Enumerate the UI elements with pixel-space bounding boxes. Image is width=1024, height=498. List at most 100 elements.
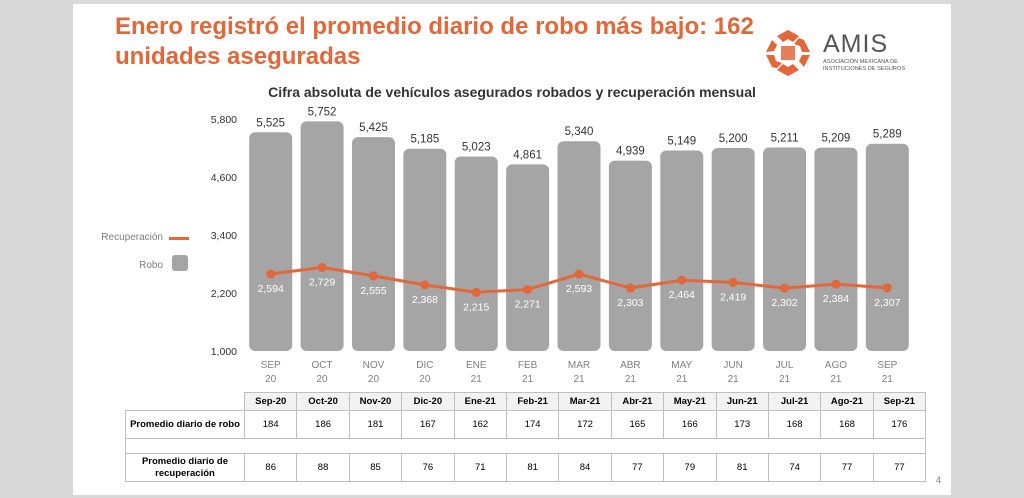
table-cell: 167 xyxy=(401,410,455,439)
x-tick-label: SEP xyxy=(261,360,281,371)
bar-robo xyxy=(300,121,344,351)
legend-label-recuperacion: Recuperación xyxy=(101,232,163,243)
line-data-label: 2,368 xyxy=(412,294,438,306)
bar-data-label: 5,752 xyxy=(308,106,337,118)
x-tick-label: DIC xyxy=(416,360,433,371)
line-data-label: 2,464 xyxy=(669,289,695,301)
table-header-cell: Abr-21 xyxy=(610,392,665,411)
table-cell: 186 xyxy=(296,410,350,439)
page-number: 4 xyxy=(935,475,941,485)
table-header-cell: Jul-21 xyxy=(767,392,822,411)
table-cell: 81 xyxy=(715,453,769,482)
line-data-label: 2,419 xyxy=(720,291,746,303)
x-tick-label: JUL xyxy=(776,360,794,371)
bar-robo xyxy=(814,147,858,351)
x-tick-label: ABR xyxy=(620,360,641,371)
logo-wordmark: AMIS xyxy=(823,30,889,58)
table-spacer-row xyxy=(124,438,927,454)
bar-data-label: 5,211 xyxy=(771,132,799,144)
table-cell: 88 xyxy=(296,453,350,482)
x-tick-label: ENE xyxy=(466,360,487,371)
table-cell: 168 xyxy=(820,410,874,439)
line-point-recuperacion xyxy=(317,262,327,272)
table-cell: 165 xyxy=(610,410,665,439)
table-cell: 184 xyxy=(243,410,298,439)
chart-title: Cifra absoluta de vehículos asegurados r… xyxy=(268,84,756,100)
table-cell: 172 xyxy=(558,410,612,439)
x-tick-label-year: 21 xyxy=(779,374,791,385)
bar-robo xyxy=(608,160,652,351)
line-data-label: 2,593 xyxy=(566,283,592,295)
legend-swatch-robo xyxy=(172,255,188,271)
x-tick-label: JUN xyxy=(723,360,742,371)
table-cell: 166 xyxy=(663,410,717,439)
x-tick-label-year: 21 xyxy=(573,374,585,385)
line-point-recuperacion xyxy=(831,279,841,289)
y-tick-label: 2,200 xyxy=(211,288,237,300)
bar-data-label: 4,861 xyxy=(513,149,542,161)
slide-title: Enero registró el promedio diario de rob… xyxy=(115,13,754,70)
table-header-cell: Mar-21 xyxy=(558,392,612,411)
x-tick-label-year: 21 xyxy=(728,374,740,385)
table-cell: 77 xyxy=(820,453,874,482)
table-cell: 176 xyxy=(872,410,927,439)
table-header-cell: Oct-20 xyxy=(296,392,350,411)
table-header-cell: May-21 xyxy=(663,392,717,411)
table-header-row: Sep-20 Oct-20 Nov-20 Dic-20 Ene-21 Feb-21 Mar-… xyxy=(126,392,927,411)
x-tick-label-year: 21 xyxy=(882,374,894,385)
x-tick-label: MAY xyxy=(671,360,692,371)
bar-data-label: 5,200 xyxy=(719,133,748,145)
bar-data-label: 5,425 xyxy=(359,122,388,134)
x-tick-label: NOV xyxy=(363,360,385,371)
bar-data-label: 5,185 xyxy=(410,134,439,146)
bar-robo xyxy=(711,148,755,351)
table-row-label: Promedio diario de recuperación xyxy=(125,453,245,482)
x-tick-label: SEP xyxy=(877,360,897,371)
slide: Enero registró el promedio diario de rob… xyxy=(73,4,951,495)
bar-data-label: 5,525 xyxy=(256,117,285,129)
line-data-label: 2,307 xyxy=(874,297,900,309)
bar-robo xyxy=(249,132,293,351)
amis-logo: AMIS ASOCIACIÓN MEXICANA DE INSTITUCIONE… xyxy=(763,28,923,82)
table-cell: 79 xyxy=(663,453,717,482)
table-cell: 174 xyxy=(505,410,560,439)
table-cell: 76 xyxy=(401,453,455,482)
table-row-label: Promedio diario de robo xyxy=(125,410,245,439)
table-cell: 84 xyxy=(558,453,612,482)
line-point-recuperacion xyxy=(625,283,635,293)
bar-data-label: 5,023 xyxy=(462,142,491,154)
x-tick-label-year: 20 xyxy=(419,374,431,385)
line-point-recuperacion xyxy=(780,283,790,293)
table-row: Promedio diario de robo 184 186 181 167 162 17… xyxy=(125,410,927,439)
bar-robo xyxy=(403,148,447,351)
table-cell: 77 xyxy=(610,453,665,482)
y-tick-label: 4,600 xyxy=(211,172,237,184)
bar-data-label: 4,939 xyxy=(616,146,645,158)
line-point-recuperacion xyxy=(266,269,276,279)
table-cell: 74 xyxy=(767,453,822,482)
x-tick-label-year: 21 xyxy=(471,374,483,385)
line-data-label: 2,594 xyxy=(258,283,284,295)
legend-label-robo: Robo xyxy=(139,260,163,271)
table-header-cell: Sep-21 xyxy=(872,392,927,411)
x-tick-label: MAR xyxy=(568,360,590,371)
table-spacer-cell xyxy=(124,438,927,454)
line-point-recuperacion xyxy=(728,277,738,287)
amis-logo-icon xyxy=(766,30,810,76)
line-point-recuperacion xyxy=(882,283,892,293)
table-header-cell: Ago-21 xyxy=(820,392,874,411)
table-cell: 168 xyxy=(767,410,822,439)
table-header-cell: Dic-20 xyxy=(401,392,455,411)
x-tick-label-year: 21 xyxy=(625,374,637,385)
bar-data-label: 5,340 xyxy=(565,126,594,138)
bar-robo xyxy=(506,164,550,351)
line-point-recuperacion xyxy=(523,285,533,295)
line-point-recuperacion xyxy=(420,280,430,290)
bar-robo xyxy=(557,141,601,351)
legend-swatch-recuperacion xyxy=(169,237,189,240)
line-data-label: 2,302 xyxy=(771,297,797,309)
bar-data-label: 5,289 xyxy=(873,129,902,141)
table-cell: 85 xyxy=(348,453,403,482)
table-cell: 86 xyxy=(243,453,298,482)
line-point-recuperacion xyxy=(677,275,687,285)
